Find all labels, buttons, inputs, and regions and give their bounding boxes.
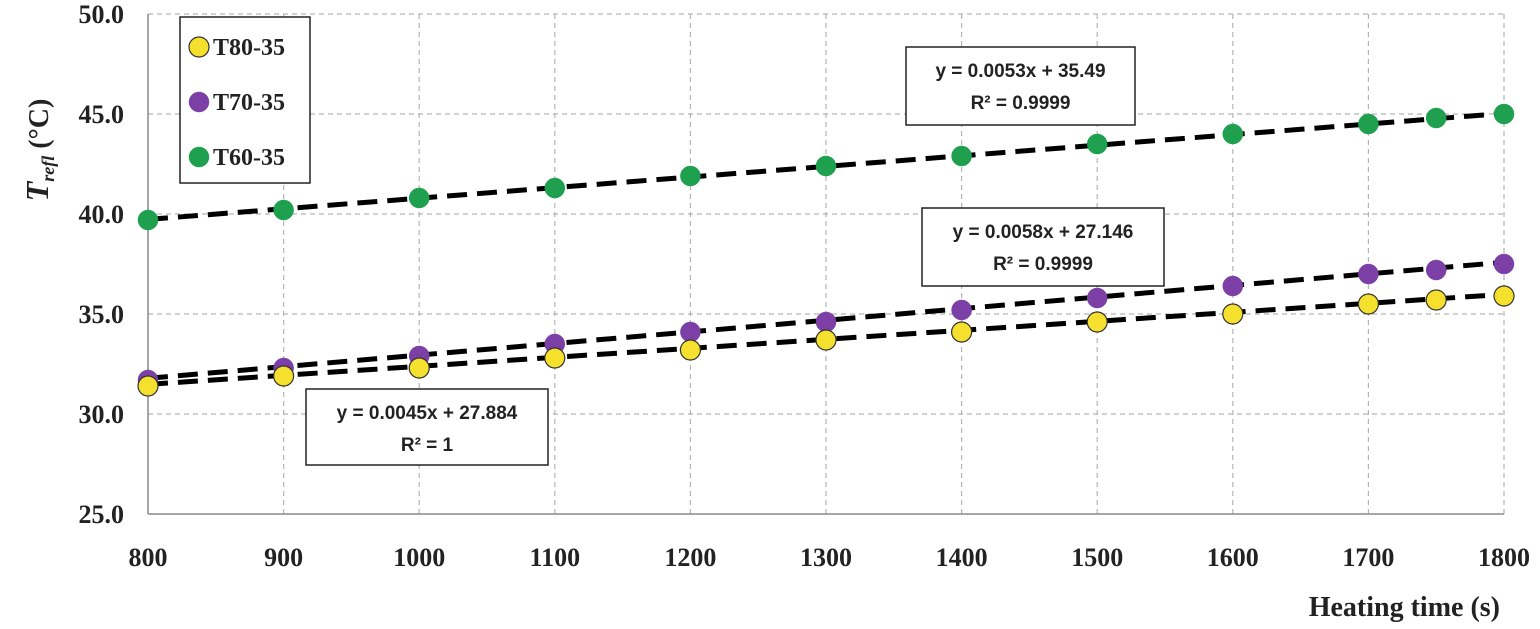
equation-box [921, 207, 1165, 287]
data-points [137, 103, 1515, 397]
point-t80-35 [1222, 303, 1244, 325]
equation-text: y = 0.0058x + 27.146 [953, 222, 1134, 243]
point-t60-35 [1493, 103, 1515, 125]
x-tick-label: 900 [264, 543, 303, 572]
y-tick-label: 50.0 [79, 0, 125, 29]
legend-marker-t80-35 [188, 36, 210, 58]
point-t80-35 [408, 357, 430, 379]
y-axis-title: Trefl (°C) [19, 99, 58, 202]
point-t80-35 [1425, 289, 1447, 311]
x-tick-label: 1400 [936, 543, 988, 572]
equation-text: y = 0.0053x + 35.49 [935, 61, 1105, 82]
y-tick-label: 30.0 [79, 400, 125, 429]
y-tick-label: 40.0 [79, 200, 125, 229]
y-axis-title-unit: (°C) [24, 99, 55, 156]
legend-marker-t60-35 [188, 146, 210, 168]
trendline-t60-35 [147, 110, 1505, 222]
x-tick-label: 1200 [664, 543, 716, 572]
legend-marker-t70-35 [188, 91, 210, 113]
point-t70-35 [1086, 287, 1108, 309]
point-t60-35 [1222, 123, 1244, 145]
point-t80-35 [1086, 311, 1108, 333]
trendline-equations: y = 0.0053x + 35.49 R² = 0.9999 y = 0.0058… [305, 46, 1165, 466]
equation-box [905, 46, 1136, 126]
point-t80-35 [679, 339, 702, 361]
x-tick-label: 1500 [1071, 543, 1123, 572]
point-t80-35 [950, 321, 973, 343]
point-t70-35 [1425, 259, 1447, 281]
trendline-t70-35 [147, 259, 1505, 381]
point-t80-35 [273, 365, 295, 387]
point-t70-35 [815, 311, 837, 333]
point-t60-35 [137, 209, 159, 231]
point-t60-35 [1086, 133, 1108, 155]
x-tick-label: 1600 [1207, 543, 1259, 572]
point-t60-35 [544, 177, 566, 199]
x-axis-title: Heating time (s) [1309, 592, 1500, 623]
point-t70-35 [1358, 263, 1379, 285]
y-tick-label: 25.0 [79, 500, 125, 529]
point-t70-35 [1493, 253, 1515, 275]
equation-box [305, 388, 549, 466]
point-t60-35 [951, 145, 972, 167]
tick-labels: 800 900 1000 1100 1200 1300 1400 1500 1600 1700 18… [79, 0, 1531, 572]
x-tick-label: 1300 [800, 543, 852, 572]
point-t60-35 [815, 155, 837, 177]
y-tick-label: 35.0 [79, 300, 125, 329]
y-axis-title-main: T [19, 180, 55, 201]
point-t70-35 [1222, 275, 1244, 297]
y-tick-label: 45.0 [79, 100, 125, 129]
point-t70-35 [951, 299, 972, 321]
point-t80-35 [1357, 293, 1380, 315]
x-tick-label: 800 [129, 543, 168, 572]
legend-label-t70-35: T70-35 [213, 90, 285, 116]
point-t60-35 [273, 199, 294, 221]
point-t80-35 [815, 329, 837, 351]
point-t60-35 [1425, 107, 1447, 129]
x-tick-label: 1000 [393, 543, 445, 572]
point-t60-35 [680, 165, 701, 187]
x-tick-label: 1700 [1342, 543, 1394, 572]
equation-text: y = 0.0045x + 27.884 [337, 403, 518, 424]
r-squared-text: R² = 1 [401, 435, 454, 456]
point-t80-35 [1493, 285, 1515, 307]
r-squared-text: R² = 0.9999 [971, 93, 1071, 114]
x-tick-label: 1100 [530, 543, 581, 572]
r-squared-text: R² = 0.9999 [993, 254, 1093, 275]
legend-label-t80-35: T80-35 [213, 35, 285, 61]
x-tick-label: 1800 [1478, 543, 1530, 572]
point-t60-35 [408, 187, 430, 209]
legend-label-t60-35: T60-35 [213, 145, 285, 171]
point-t70-35 [680, 321, 701, 343]
point-t60-35 [1358, 113, 1379, 135]
legend: T80-35 T70-35 T60-35 [179, 16, 311, 184]
y-axis-title-sub: refl [38, 156, 58, 182]
point-t80-35 [137, 375, 159, 397]
point-t80-35 [544, 347, 566, 369]
axes [147, 14, 1504, 515]
